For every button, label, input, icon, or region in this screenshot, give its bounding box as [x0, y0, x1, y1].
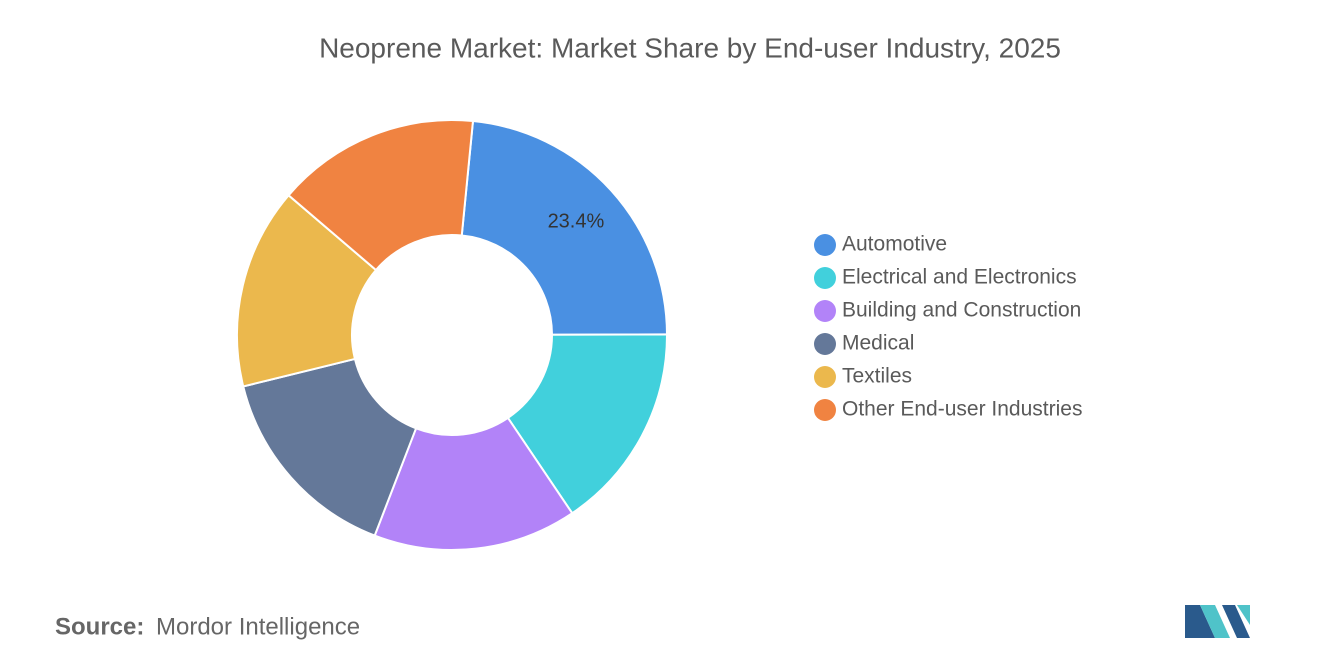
donut-slice: [287, 119, 475, 272]
legend-marker: [814, 399, 836, 421]
legend-marker: [814, 267, 836, 289]
donut-slice: [373, 416, 574, 551]
donut-slice: [236, 193, 378, 388]
donut-slice: [242, 357, 418, 537]
donut-slice: [506, 333, 668, 515]
legend-marker: [814, 333, 836, 355]
legend-label: Other End-user Industries: [842, 398, 1082, 421]
legend-label: Medical: [842, 332, 914, 355]
logo: [1185, 605, 1250, 638]
legend-label: Electrical and Electronics: [842, 266, 1077, 289]
data-label: 23.4%: [548, 211, 605, 233]
legend-marker: [814, 300, 836, 322]
source-label: Source:: [55, 613, 144, 640]
legend-marker: [814, 366, 836, 388]
legend-label: Building and Construction: [842, 299, 1081, 322]
chart-title: Neoprene Market: Market Share by End-use…: [319, 32, 1061, 63]
legend-label: Textiles: [842, 365, 912, 388]
legend-marker: [814, 234, 836, 256]
legend-label: Automotive: [842, 233, 947, 256]
donut-slice: [460, 119, 669, 336]
source-text: Mordor Intelligence: [156, 613, 360, 640]
